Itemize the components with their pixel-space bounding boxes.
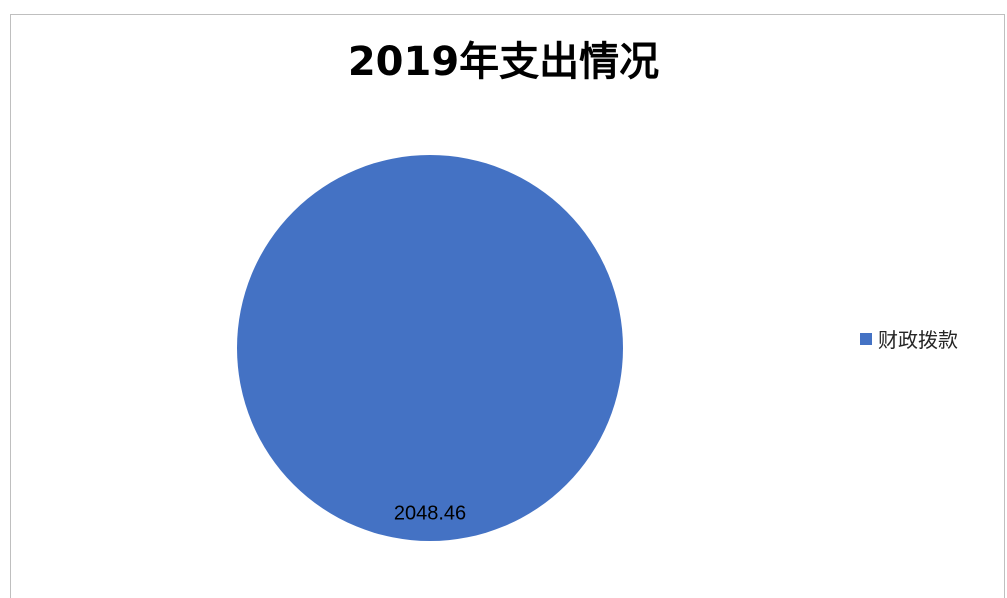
legend-label: 财政拨款 bbox=[878, 328, 958, 352]
legend-swatch bbox=[860, 332, 872, 345]
legend: 财政拨款 bbox=[860, 324, 958, 353]
pie-slices bbox=[237, 155, 623, 541]
chart-title: 2019年支出情况 bbox=[347, 39, 660, 85]
pie-slice bbox=[237, 155, 623, 541]
pie-labels: 2048.46 bbox=[394, 502, 466, 524]
pie-data-label: 2048.46 bbox=[394, 502, 466, 524]
